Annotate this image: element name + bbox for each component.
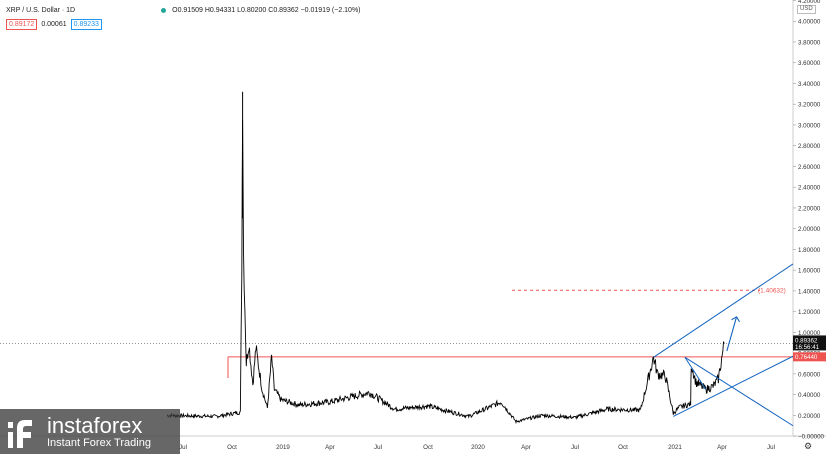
instaforex-logo-icon bbox=[8, 419, 32, 448]
y-tick-label: 4.20000 bbox=[798, 0, 821, 5]
y-tick-label: 1.80000 bbox=[798, 247, 821, 254]
y-tick-label: 4.00000 bbox=[798, 19, 821, 26]
y-tick-label: 1.40000 bbox=[798, 288, 821, 295]
y-tick-label: 0.40000 bbox=[798, 392, 821, 399]
x-tick-label: Oct bbox=[227, 444, 237, 451]
x-tick-label: Apr bbox=[521, 444, 531, 451]
trend-line bbox=[653, 263, 794, 358]
market-status-icon bbox=[161, 7, 167, 13]
y-tick-label: −0.00000 bbox=[798, 434, 825, 441]
y-tick-label: 2.00000 bbox=[798, 226, 821, 233]
arrow-head-icon bbox=[731, 316, 741, 323]
current-price-tag bbox=[793, 335, 826, 351]
level-price-tag bbox=[793, 352, 826, 362]
x-tick-label: Apr bbox=[717, 444, 727, 451]
ask-price[interactable]: 0.89233 bbox=[70, 19, 102, 30]
x-tick-label: Jul bbox=[374, 444, 382, 451]
current-price-value: 0.89362 bbox=[795, 337, 818, 344]
trend-line bbox=[684, 357, 707, 390]
x-tick-label: Jul bbox=[571, 444, 579, 451]
chart-header: XRP / U.S. Dollar · 1D O0.91509 H0.94331… bbox=[6, 5, 361, 15]
level-price-value: 0.76440 bbox=[795, 354, 818, 361]
bid-price[interactable]: 0.89172 bbox=[6, 19, 38, 30]
y-tick-label: 3.40000 bbox=[798, 81, 821, 88]
target-level-label: (1.40632) bbox=[758, 288, 786, 295]
currency-badge[interactable]: USD bbox=[797, 5, 816, 14]
price-series-line bbox=[166, 119, 725, 425]
watermark-brand: instaforex bbox=[47, 412, 143, 438]
trend-line bbox=[673, 355, 794, 417]
ohlc-readout: O0.91509 H0.94331 L0.80200 C0.89362 −0.0… bbox=[172, 6, 361, 14]
y-tick-label: 1.00000 bbox=[798, 330, 821, 337]
x-tick-label: Jul bbox=[767, 444, 775, 451]
y-tick-label: 2.40000 bbox=[798, 185, 821, 192]
y-tick-label: 3.20000 bbox=[798, 102, 821, 109]
forecast-arrow bbox=[726, 316, 738, 352]
y-tick-label: 1.60000 bbox=[798, 268, 821, 275]
spread-value: 0.00061 bbox=[41, 21, 67, 28]
x-tick-label: Apr bbox=[325, 444, 335, 451]
y-tick-label: 0.20000 bbox=[798, 413, 821, 420]
x-tick-label: Jul bbox=[179, 444, 187, 451]
watermark-logo: instaforex Instant Forex Trading bbox=[0, 409, 180, 454]
x-tick-label: 2020 bbox=[471, 444, 485, 451]
y-tick-label: 3.80000 bbox=[798, 39, 821, 46]
y-tick-label: 0.60000 bbox=[798, 371, 821, 378]
x-tick-label: Oct bbox=[423, 444, 433, 451]
candle-countdown: 16:56:41 bbox=[795, 344, 820, 351]
watermark-tagline: Instant Forex Trading bbox=[47, 436, 151, 449]
y-tick-label: 3.00000 bbox=[798, 122, 821, 129]
y-tick-label: 1.20000 bbox=[798, 309, 821, 316]
x-tick-label: Oct bbox=[618, 444, 628, 451]
y-tick-label: 2.20000 bbox=[798, 205, 821, 212]
y-tick-label: 2.60000 bbox=[798, 164, 821, 171]
y-tick-label: 3.60000 bbox=[798, 60, 821, 67]
quote-row: 0.89172 0.00061 0.89233 bbox=[6, 19, 102, 30]
gear-icon[interactable]: ⚙ bbox=[804, 441, 813, 451]
symbol-title[interactable]: XRP / U.S. Dollar · 1D bbox=[6, 6, 76, 14]
trend-line bbox=[684, 356, 794, 427]
y-tick-label: 2.80000 bbox=[798, 143, 821, 150]
x-tick-label: 2021 bbox=[668, 444, 682, 451]
x-tick-label: 2019 bbox=[276, 444, 290, 451]
